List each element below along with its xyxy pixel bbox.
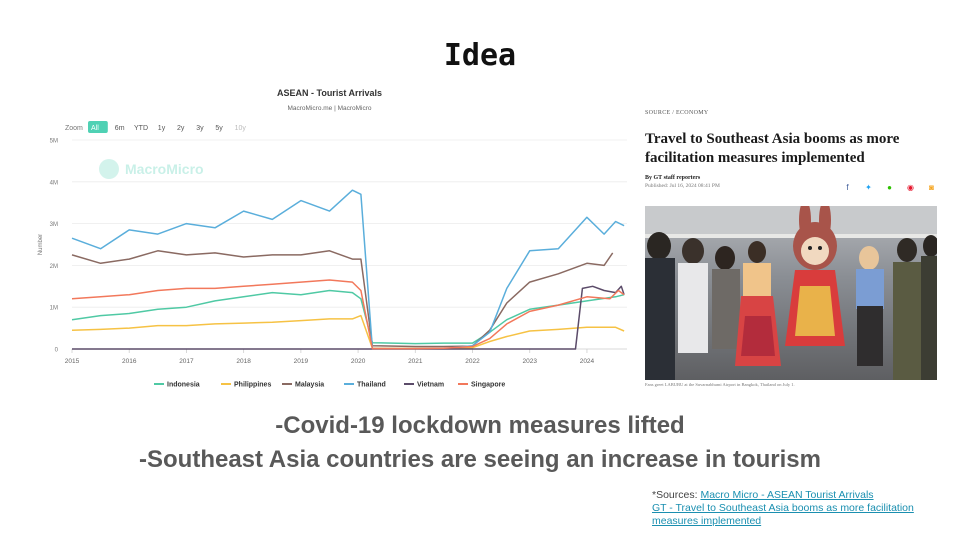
facebook-icon[interactable]: f [846,183,849,192]
y-tick-label: 0 [55,348,59,354]
series-line-thailand [71,189,625,350]
source-link-gt-article[interactable]: GT - Travel to Southeast Asia booms as m… [652,502,914,527]
article-published-date: Published: Jul 16, 2024 08:41 PM [645,183,720,189]
y-tick-label: 3M [50,222,58,228]
x-tick-label: 2016 [122,358,137,365]
zoom-btn-3y[interactable]: 3y [196,125,204,132]
series-line-singapore [71,279,625,350]
photo-caption: Fans greet LABUBU at the Suvarnabhumi Ai… [645,382,795,387]
sources-prefix: *Sources: [652,489,701,501]
y-tick-label: 4M [50,180,58,186]
x-tick-label: 2024 [580,358,595,365]
weibo-icon[interactable]: ◉ [907,183,914,192]
bullet-covid-lifted: -Covid-19 lockdown measures lifted [275,412,685,439]
chart-title: ASEAN - Tourist Arrivals [277,88,382,98]
zoom-btn-ytd[interactable]: YTD [134,125,148,132]
article-byline: By GT staff reporters [645,175,701,181]
slide-title: Idea [443,38,517,73]
legend-label-singapore: Singapore [471,382,505,389]
zoom-btn-6m[interactable]: 6m [115,125,125,132]
x-tick-label: 2019 [294,358,309,365]
x-tick-label: 2021 [408,358,423,365]
wechat-icon[interactable]: ● [887,183,892,192]
zoom-btn-1y[interactable]: 1y [158,125,166,132]
x-tick-label: 2020 [351,358,366,365]
series-line-vietnam [72,285,625,350]
zoom-btn-5y[interactable]: 5y [215,125,223,132]
legend-label-vietnam: Vietnam [417,382,444,389]
bullet-tourism-increase: -Southeast Asia countries are seeing an … [139,446,821,473]
zoom-label: Zoom [65,125,83,132]
y-tick-label: 1M [50,306,58,312]
zoom-btn-2y[interactable]: 2y [177,125,185,132]
series-line-indonesia [71,289,625,345]
twitter-icon[interactable]: ✦ [865,183,872,192]
chart-panel: ASEAN - Tourist Arrivals MacroMicro.me | … [32,84,630,394]
x-tick-label: 2022 [465,358,480,365]
x-tick-label: 2015 [65,358,80,365]
article-kicker: SOURCE / ECONOMY [645,110,709,116]
news-article-screenshot: SOURCE / ECONOMY Travel to Southeast Asi… [645,110,937,392]
zoom-btn-10y[interactable]: 10y [235,125,247,132]
x-tick-label: 2023 [522,358,537,365]
legend-label-philippines: Philippines [234,382,271,389]
y-tick-label: 2M [50,264,58,270]
legend-label-thailand: Thailand [357,382,386,389]
line-chart: ASEAN - Tourist Arrivals MacroMicro.me | … [38,88,627,389]
zoom-btn-all[interactable]: All [91,125,99,132]
crowd-photo-illustration [645,206,937,380]
legend-label-malaysia: Malaysia [295,382,324,389]
y-tick-label: 5M [50,139,58,145]
series-line-philippines [71,314,625,350]
chart-watermark: MacroMicro [125,161,204,177]
x-tick-label: 2018 [236,358,251,365]
macromicro-logo-icon [99,159,119,179]
article-headline: Travel to Southeast Asia booms as more f… [645,131,900,166]
sources-note: *Sources: Macro Micro - ASEAN Tourist Ar… [652,489,952,528]
legend-label-indonesia: Indonesia [167,382,200,389]
y-axis-label: Number [38,234,44,255]
article-photo [645,206,937,380]
zoom-btn-bg-all [88,121,108,133]
series-line-malaysia [71,250,614,348]
source-link-macromicro[interactable]: Macro Micro - ASEAN Tourist Arrivals [700,489,874,501]
x-tick-label: 2017 [179,358,194,365]
chart-subtitle: MacroMicro.me | MacroMicro [287,105,371,112]
rss-icon[interactable]: ◙ [929,183,934,192]
